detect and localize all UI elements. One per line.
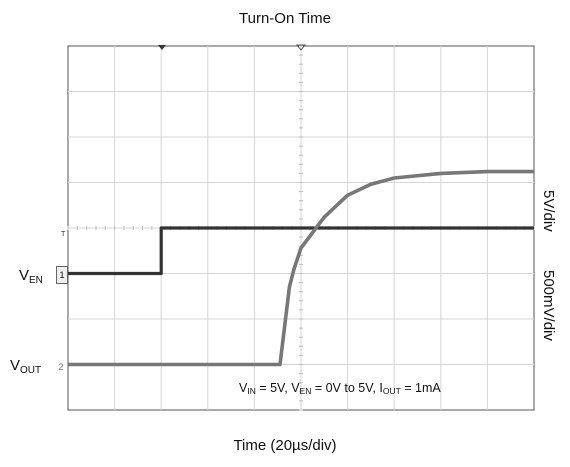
ch2-scale-label: 500mV/div (540, 270, 557, 341)
vout-channel-label: VOUT (10, 357, 41, 376)
ch1-scale-label: 5V/div (540, 190, 557, 232)
x-axis-label: Time (20µs/div) (0, 437, 570, 454)
trigger-level-marker: T (61, 231, 66, 238)
channel-2-marker[interactable]: 2 (56, 360, 66, 374)
test-conditions: VIN = 5V, VEN = 0V to 5V, IOUT = 1mA (239, 381, 441, 396)
ven-channel-label: VEN (19, 267, 43, 286)
channel-1-marker[interactable]: 1 (56, 266, 68, 284)
